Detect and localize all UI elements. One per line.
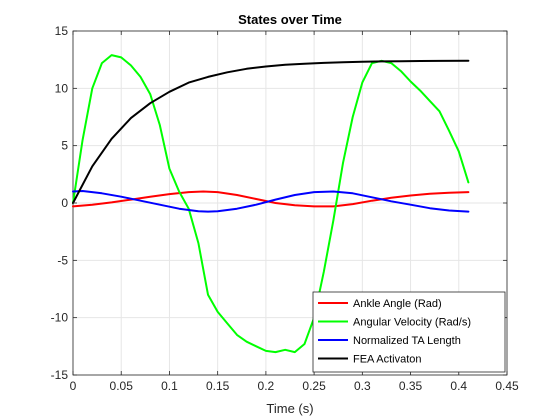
legend-label: Normalized TA Length (353, 335, 461, 347)
y-tick-label: 5 (61, 139, 68, 153)
x-tick-label: 0.15 (206, 379, 230, 393)
x-tick-label: 0.35 (399, 379, 423, 393)
x-tick-label: 0.1 (161, 379, 178, 393)
x-tick-label: 0.45 (495, 379, 519, 393)
y-tick-label: -10 (51, 311, 69, 325)
x-tick-label: 0.3 (354, 379, 371, 393)
x-tick-label: 0.05 (110, 379, 134, 393)
chart-title: States over Time (238, 12, 342, 27)
series-group (72, 54, 470, 354)
x-axis-title: Time (s) (266, 401, 313, 416)
series-line-2 (72, 190, 470, 213)
x-tick-label: 0.2 (258, 379, 275, 393)
y-tick-label: 0 (61, 196, 68, 210)
legend-box (312, 291, 506, 373)
legend-label: Angular Velocity (Rad/s) (353, 317, 471, 329)
x-tick-label: 0 (70, 379, 77, 393)
legend-label: FEA Activaton (353, 354, 421, 366)
series-line-3 (72, 59, 470, 204)
y-tick-label: -15 (51, 368, 69, 382)
legend: Ankle Angle (Rad) Angular Velocity (Rad/s… (312, 291, 506, 373)
series-line-0 (72, 190, 470, 208)
legend-label: Ankle Angle (Rad) (353, 298, 442, 310)
y-tick-label: -5 (57, 253, 68, 267)
x-tick-label: 0.4 (450, 379, 467, 393)
y-tick-label: 10 (55, 81, 69, 95)
y-tick-label: 15 (55, 24, 69, 38)
axis-ticks: 0 0.05 0.1 0.15 0.2 0.25 0.3 0.35 0.4 0.45 -15 -10 -… (51, 24, 519, 393)
x-tick-label: 0.25 (302, 379, 326, 393)
series-line-1 (72, 54, 470, 354)
